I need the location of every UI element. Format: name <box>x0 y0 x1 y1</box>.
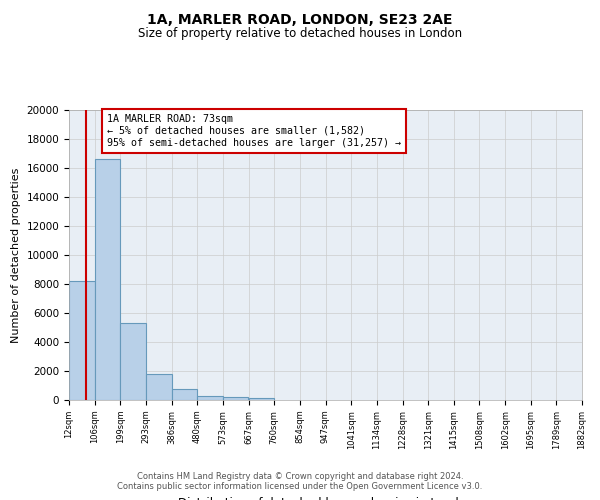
Text: Contains public sector information licensed under the Open Government Licence v3: Contains public sector information licen… <box>118 482 482 491</box>
X-axis label: Distribution of detached houses by size in London: Distribution of detached houses by size … <box>178 498 473 500</box>
Bar <box>248 398 274 400</box>
Bar <box>197 396 223 400</box>
Text: Contains HM Land Registry data © Crown copyright and database right 2024.: Contains HM Land Registry data © Crown c… <box>137 472 463 481</box>
Y-axis label: Number of detached properties: Number of detached properties <box>11 168 21 342</box>
Bar <box>120 323 146 400</box>
Text: 1A MARLER ROAD: 73sqm
← 5% of detached houses are smaller (1,582)
95% of semi-de: 1A MARLER ROAD: 73sqm ← 5% of detached h… <box>107 114 401 148</box>
Text: Size of property relative to detached houses in London: Size of property relative to detached ho… <box>138 28 462 40</box>
Bar <box>146 374 172 400</box>
Bar <box>172 389 197 400</box>
Bar <box>95 160 120 400</box>
Bar <box>223 397 248 400</box>
Bar <box>69 281 95 400</box>
Text: 1A, MARLER ROAD, LONDON, SE23 2AE: 1A, MARLER ROAD, LONDON, SE23 2AE <box>147 12 453 26</box>
